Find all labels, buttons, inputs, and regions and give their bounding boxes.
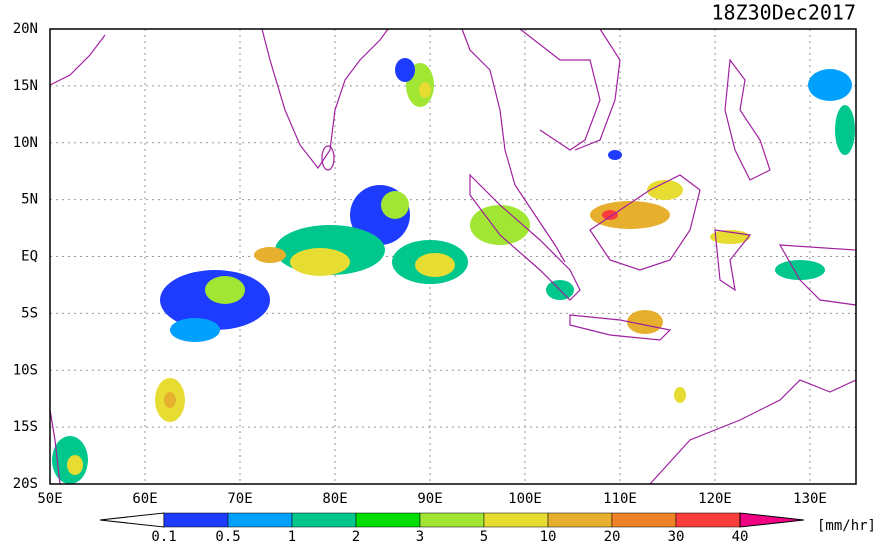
- colorbar-label: 10: [540, 529, 557, 544]
- lat-label: EQ: [21, 249, 38, 265]
- lon-label: 110E: [603, 491, 637, 507]
- colorbar-over: [739, 512, 805, 528]
- colorbar-box: [547, 512, 613, 528]
- map-title: 18Z30Dec2017: [712, 1, 857, 25]
- colorbar-box: [227, 512, 293, 528]
- colorbar-box: [675, 512, 741, 528]
- colorbar-box: [611, 512, 677, 528]
- colorbar-label: 1: [288, 529, 296, 544]
- colorbar-under: [99, 512, 165, 528]
- colorbar-label: 40: [732, 529, 749, 544]
- lon-label: 90E: [417, 491, 442, 507]
- lon-label: 80E: [322, 491, 347, 507]
- lat-label: 20N: [13, 21, 38, 37]
- colorbar-label: 3: [416, 529, 424, 544]
- colorbar-box: [163, 512, 229, 528]
- colorbar-box: [483, 512, 549, 528]
- colorbar-unit: [mm/hr]: [817, 518, 876, 534]
- colorbar-label: 2: [352, 529, 360, 544]
- lat-label: 15S: [13, 419, 38, 435]
- colorbar-label: 0.1: [151, 529, 176, 544]
- lon-label: 120E: [698, 491, 732, 507]
- lon-label: 70E: [227, 491, 252, 507]
- map-frame: [49, 28, 857, 485]
- lat-label: 15N: [13, 78, 38, 94]
- colorbar-label: 5: [480, 529, 488, 544]
- coastlines: [49, 28, 857, 485]
- colorbar-box: [419, 512, 485, 528]
- colorbar-label: 0.5: [215, 529, 240, 544]
- lon-label: 130E: [793, 491, 827, 507]
- lat-label: 20S: [13, 476, 38, 492]
- lon-label: 100E: [508, 491, 542, 507]
- colorbar: 0.1 0.5 1 2 3 5 10 20 30 40 [mm/hr]: [99, 512, 876, 544]
- colorbar-label: 20: [604, 529, 621, 544]
- lon-label: 60E: [132, 491, 157, 507]
- colorbar-label: 30: [668, 529, 685, 544]
- lon-label: 50E: [37, 491, 62, 507]
- colorbar-box: [355, 512, 421, 528]
- lat-label: 10S: [13, 362, 38, 378]
- colorbar-box: [291, 512, 357, 528]
- lat-label: 10N: [13, 135, 38, 151]
- lat-label: 5N: [21, 192, 38, 208]
- lat-label: 5S: [21, 305, 38, 321]
- rain-areas: [52, 58, 855, 484]
